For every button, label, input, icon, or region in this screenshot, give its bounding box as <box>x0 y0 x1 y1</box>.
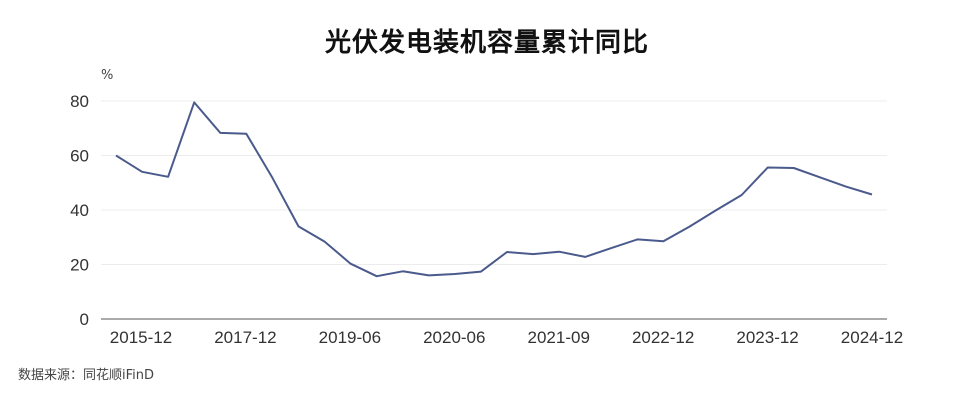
x-tick-label: 2021-09 <box>528 328 590 347</box>
y-axis-unit: % <box>101 68 113 83</box>
x-tick-label: 2017-12 <box>214 328 276 347</box>
series-line <box>115 101 873 278</box>
x-tick-label: 2019-06 <box>319 328 381 347</box>
y-tick-label: 60 <box>70 147 89 166</box>
y-tick-label: 40 <box>70 201 89 220</box>
x-tick-label: 2022-12 <box>632 328 694 347</box>
x-tick-label: 2015-12 <box>110 328 172 347</box>
chart-title: 光伏发电装机容量累计同比 <box>324 28 649 58</box>
x-tick-label: 2024-12 <box>841 328 903 347</box>
y-tick-label: 20 <box>70 256 89 275</box>
data-source-note: 数据来源：同花顺iFinD <box>18 368 155 383</box>
y-tick-label: 0 <box>80 310 89 329</box>
y-tick-label: 80 <box>70 92 89 111</box>
x-tick-label: 2023-12 <box>736 328 798 347</box>
x-tick-label: 2020-06 <box>423 328 485 347</box>
